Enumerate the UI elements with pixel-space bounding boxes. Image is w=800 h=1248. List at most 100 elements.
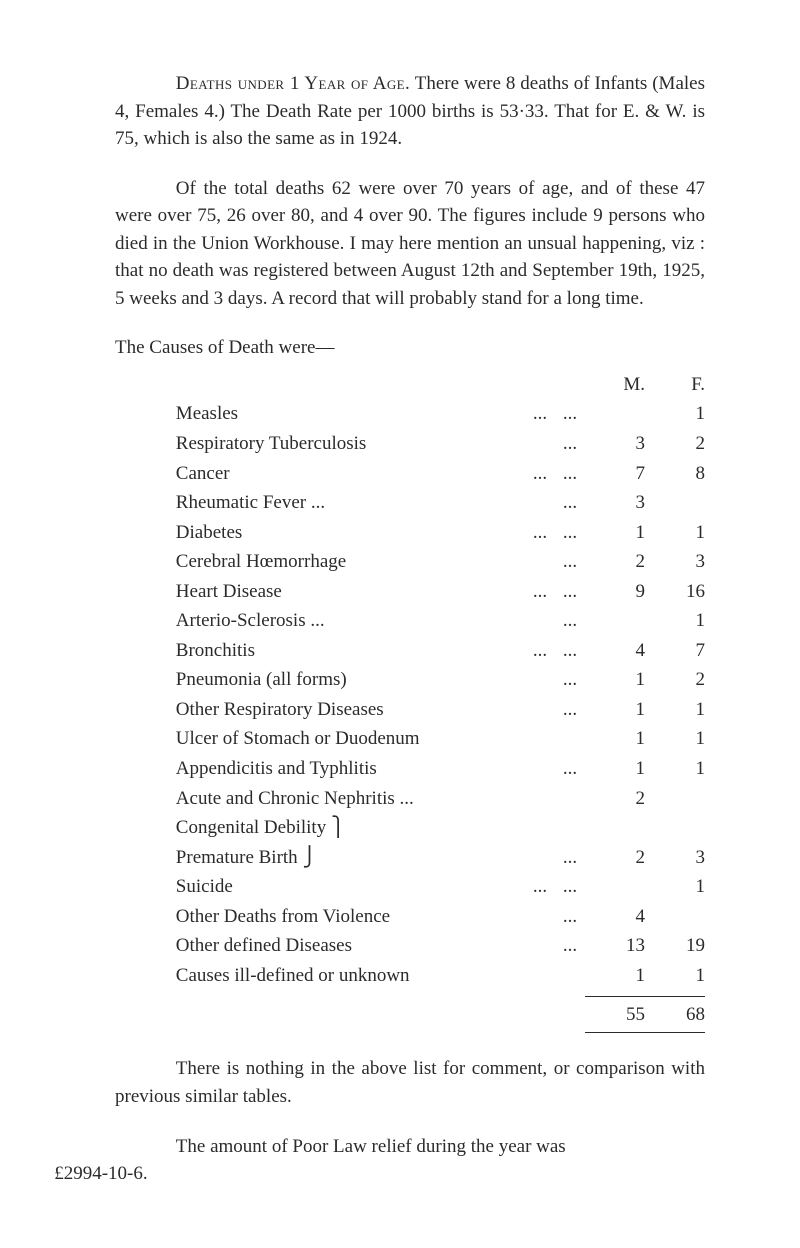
row-label: Other Deaths from Violence: [176, 902, 525, 932]
row-dots: [525, 813, 555, 843]
row-dots: ...: [555, 872, 585, 902]
row-dots: [525, 784, 555, 814]
row-dots: [525, 754, 555, 784]
poor-law-text: The amount of Poor Law relief during the…: [176, 1136, 566, 1157]
row-f: 19: [645, 931, 705, 961]
row-f: [645, 902, 705, 932]
row-m: 13: [585, 931, 645, 961]
total-f: 68: [645, 996, 705, 1033]
table-row: Diabetes......11: [115, 518, 705, 548]
table-row: Other Deaths from Violence...4: [115, 902, 705, 932]
table-row: Pneumonia (all forms)...12: [115, 665, 705, 695]
row-m: 1: [585, 518, 645, 548]
table-head: M. F.: [115, 370, 705, 400]
row-dots: [525, 931, 555, 961]
row-f: 3: [645, 547, 705, 577]
row-dots: ...: [555, 843, 585, 873]
row-dots: ...: [525, 459, 555, 489]
row-dots: ...: [555, 547, 585, 577]
row-dots: ...: [555, 902, 585, 932]
row-dots: [525, 902, 555, 932]
row-dots: [525, 843, 555, 873]
row-f: 2: [645, 665, 705, 695]
row-label: Other Respiratory Diseases: [176, 695, 525, 725]
row-f: 2: [645, 429, 705, 459]
table-row: Respiratory Tuberculosis...32: [115, 429, 705, 459]
row-dots: ...: [555, 636, 585, 666]
row-f: 1: [645, 695, 705, 725]
row-m: 1: [585, 754, 645, 784]
row-label: Arterio-Sclerosis ...: [176, 606, 525, 636]
row-m: [585, 606, 645, 636]
row-m: 3: [585, 488, 645, 518]
row-dots: ...: [525, 518, 555, 548]
row-m: 7: [585, 459, 645, 489]
causes-table: M. F. Measles......1Respiratory Tubercul…: [115, 370, 705, 1034]
row-label: Premature Birth ⎭: [176, 843, 525, 873]
row-m: [585, 399, 645, 429]
row-label: Appendicitis and Typhlitis: [176, 754, 525, 784]
row-m: 2: [585, 843, 645, 873]
row-dots: [525, 961, 555, 991]
row-m: 1: [585, 724, 645, 754]
row-dots: [555, 961, 585, 991]
col-f: F.: [645, 370, 705, 400]
row-dots: ...: [555, 429, 585, 459]
row-f: 1: [645, 961, 705, 991]
table-row: Appendicitis and Typhlitis...11: [115, 754, 705, 784]
table-row: Acute and Chronic Nephritis ... 2: [115, 784, 705, 814]
row-dots: [525, 695, 555, 725]
col-m: M.: [585, 370, 645, 400]
row-label: Cancer: [176, 459, 525, 489]
table-row: Causes ill-defined or unknown 11: [115, 961, 705, 991]
row-label: Other defined Diseases: [176, 931, 525, 961]
row-dots: ...: [555, 754, 585, 784]
row-dots: ...: [555, 695, 585, 725]
row-label: Heart Disease: [176, 577, 525, 607]
row-dots: [555, 784, 585, 814]
row-dots: ...: [555, 518, 585, 548]
row-f: 1: [645, 518, 705, 548]
table-row: Arterio-Sclerosis ......1: [115, 606, 705, 636]
para-deaths-under-1: Deaths under 1 Year of Age. There were 8…: [115, 70, 705, 153]
table-total: 5568: [115, 996, 705, 1033]
row-f: 8: [645, 459, 705, 489]
row-m: 2: [585, 784, 645, 814]
table-row: Other Respiratory Diseases...11: [115, 695, 705, 725]
row-f: 7: [645, 636, 705, 666]
table-intro: The Causes of Death were—: [115, 334, 705, 362]
row-label: Cerebral Hœmorrhage: [176, 547, 525, 577]
row-dots: ...: [555, 459, 585, 489]
row-m: [585, 872, 645, 902]
row-m: 1: [585, 665, 645, 695]
row-dots: ...: [555, 931, 585, 961]
row-label: Acute and Chronic Nephritis ...: [176, 784, 525, 814]
poor-law-amount: £2994-10-6.: [54, 1160, 147, 1188]
table-row: Premature Birth ⎭...23: [115, 843, 705, 873]
row-f: 1: [645, 872, 705, 902]
row-label: Measles: [176, 399, 525, 429]
row-label: Rheumatic Fever ...: [176, 488, 525, 518]
row-dots: [525, 488, 555, 518]
row-label: Respiratory Tuberculosis: [176, 429, 525, 459]
para-total-deaths: Of the total deaths 62 were over 70 year…: [115, 175, 705, 313]
row-m: 4: [585, 636, 645, 666]
row-dots: [525, 724, 555, 754]
table-row: Suicide......1: [115, 872, 705, 902]
row-dots: ...: [525, 399, 555, 429]
table-row: Heart Disease......916: [115, 577, 705, 607]
row-dots: ...: [555, 488, 585, 518]
table-row: Cancer......78: [115, 459, 705, 489]
table-row: Other defined Diseases...1319: [115, 931, 705, 961]
row-m: 4: [585, 902, 645, 932]
table-row: Ulcer of Stomach or Duodenum11: [115, 724, 705, 754]
row-label: Diabetes: [176, 518, 525, 548]
table-row: Bronchitis......47: [115, 636, 705, 666]
row-m: 1: [585, 961, 645, 991]
table-row: Congenital Debility ⎫: [115, 813, 705, 843]
row-f: [645, 488, 705, 518]
row-dots: ...: [525, 577, 555, 607]
row-dots: [555, 724, 585, 754]
row-label: Causes ill-defined or unknown: [176, 961, 525, 991]
row-dots: ...: [555, 577, 585, 607]
